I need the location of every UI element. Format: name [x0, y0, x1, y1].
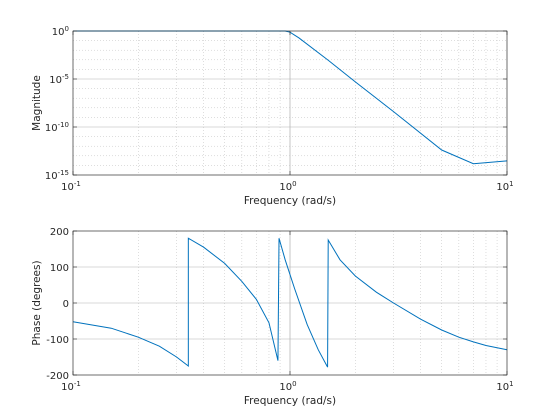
- y-axis-label: Magnitude: [31, 75, 43, 131]
- y-grid: [73, 30, 507, 176]
- x-axis-label: Frequency (rad/s): [244, 395, 336, 407]
- x-axis-label: Frequency (rad/s): [244, 195, 336, 207]
- y-tick-label: -200: [46, 371, 69, 382]
- y-tick-label: 10-10: [45, 121, 69, 134]
- y-tick-label: -100: [46, 335, 69, 346]
- y-tick-label: 100: [52, 25, 69, 38]
- x-tick-label: 101: [496, 180, 513, 193]
- magnitude-plot: 10-1 100 101 100 10-5 10-10 10-15 Frequency (ra…: [31, 25, 514, 207]
- x-tick-label: 100: [279, 380, 296, 393]
- series-line: [72, 237, 508, 368]
- x-tick-label: 100: [279, 180, 296, 193]
- y-tick-label: 10-5: [49, 73, 69, 86]
- y-tick-label: 100: [50, 263, 69, 274]
- y-tick-label: 10-15: [45, 169, 69, 182]
- y-tick-label: 200: [50, 227, 69, 238]
- x-tick-label: 101: [496, 380, 513, 393]
- x-tick-label: 10-1: [61, 180, 81, 193]
- x-tick-label: 10-1: [61, 380, 81, 393]
- y-tick-label: 0: [63, 299, 69, 310]
- phase-plot: 10-1 100 101 200 100 0 -100 -200 Frequency (rad/…: [31, 227, 514, 407]
- y-axis-label: Phase (degrees): [31, 260, 43, 345]
